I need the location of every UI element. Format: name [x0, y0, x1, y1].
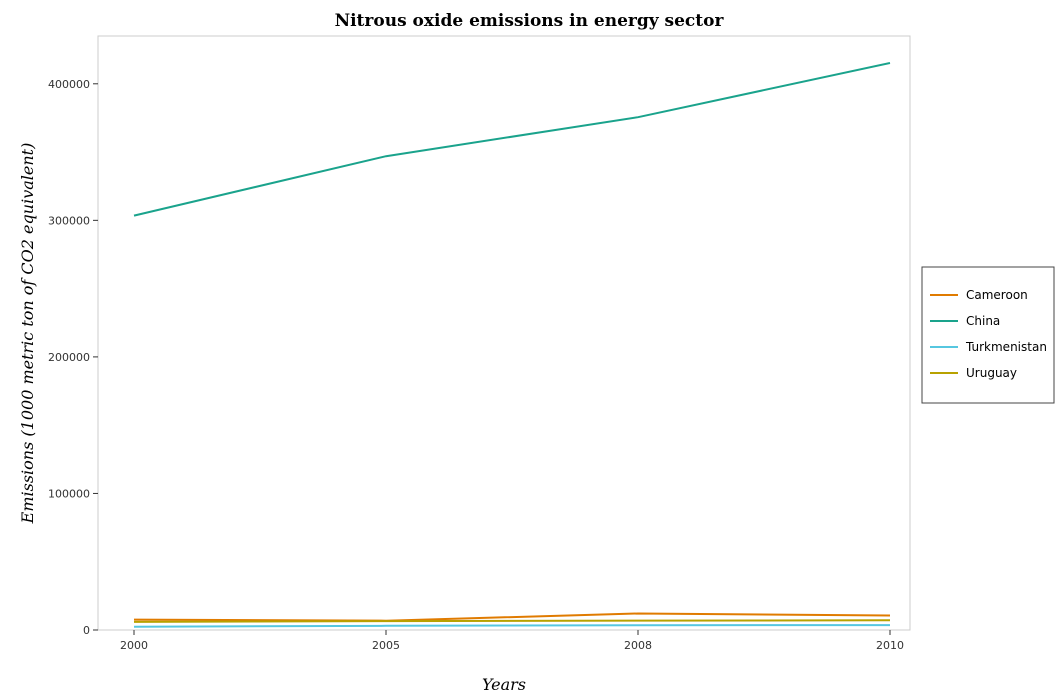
- y-tick-label: 400000: [48, 78, 90, 91]
- x-axis-label: Years: [482, 675, 526, 694]
- series-line-turkmenistan: [133, 624, 891, 628]
- y-tick-label: 100000: [48, 487, 90, 500]
- y-tick-label: 200000: [48, 351, 90, 364]
- series-line-cameroon: [133, 612, 891, 622]
- x-tick-label: 2008: [624, 639, 652, 652]
- legend: Cameroon China Turkmenistan Uruguay: [921, 266, 1055, 404]
- y-axis: 0 100000 200000 300000 400000: [48, 78, 98, 637]
- legend-label-uruguay: Uruguay: [966, 366, 1017, 380]
- legend-label-turkmenistan: Turkmenistan: [965, 340, 1047, 354]
- series-line-uruguay: [133, 619, 891, 623]
- legend-label-cameroon: Cameroon: [966, 288, 1028, 302]
- series-group: [133, 62, 891, 628]
- x-tick-label: 2010: [876, 639, 904, 652]
- x-tick-label: 2005: [372, 639, 400, 652]
- legend-label-china: China: [966, 314, 1000, 328]
- legend-box: [921, 266, 1055, 404]
- plot-area: [97, 35, 911, 631]
- x-axis: 2000 2005 2008 2010: [120, 630, 904, 652]
- x-tick-label: 2000: [120, 639, 148, 652]
- y-tick-label: 300000: [48, 214, 90, 227]
- series-line-china: [133, 62, 891, 217]
- chart-title: Nitrous oxide emissions in energy sector: [335, 11, 725, 31]
- y-tick-label: 0: [83, 624, 90, 637]
- y-axis-label: Emissions (1000 metric ton of CO2 equiva…: [18, 143, 37, 525]
